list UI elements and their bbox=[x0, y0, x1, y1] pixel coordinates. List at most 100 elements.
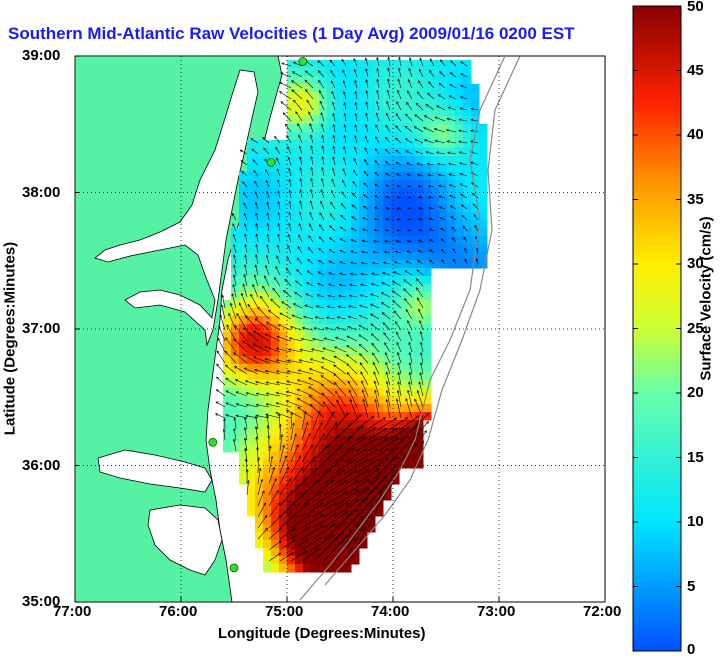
velocity-arrow bbox=[354, 69, 358, 78]
velocity-arrow bbox=[256, 233, 259, 243]
velocity-arrowhead bbox=[332, 156, 335, 160]
colorbar-tick-label: 35 bbox=[687, 190, 704, 208]
velocity-arrowhead bbox=[318, 536, 322, 540]
velocity-cell bbox=[431, 108, 440, 117]
velocity-cell bbox=[319, 244, 328, 253]
velocity-cell bbox=[407, 212, 416, 221]
velocity-arrowhead bbox=[254, 191, 258, 195]
velocity-arrow bbox=[373, 240, 380, 243]
velocity-cell bbox=[279, 364, 288, 373]
velocity-cell bbox=[351, 292, 360, 301]
velocity-arrow bbox=[291, 314, 303, 320]
velocity-arrow bbox=[324, 338, 336, 342]
velocity-cell bbox=[295, 164, 304, 173]
velocity-cell bbox=[239, 292, 248, 301]
velocity-arrowhead bbox=[426, 412, 430, 416]
velocity-arrowhead bbox=[382, 417, 386, 420]
velocity-arrow bbox=[323, 491, 348, 507]
velocity-cell bbox=[327, 116, 336, 125]
velocity-arrow bbox=[417, 174, 424, 177]
velocity-cell bbox=[463, 252, 472, 261]
velocity-arrowhead bbox=[317, 479, 321, 483]
velocity-cell bbox=[367, 100, 376, 109]
velocity-arrowhead bbox=[396, 89, 400, 93]
velocity-arrowhead bbox=[333, 513, 337, 516]
velocity-cell bbox=[343, 68, 352, 77]
velocity-arrowhead bbox=[406, 239, 410, 243]
velocity-cell bbox=[399, 276, 408, 285]
velocity-arrow bbox=[308, 111, 314, 122]
velocity-cell bbox=[319, 220, 328, 229]
velocity-cell bbox=[399, 380, 408, 389]
velocity-arrow bbox=[385, 218, 391, 221]
velocity-cell bbox=[447, 212, 456, 221]
velocity-cell bbox=[279, 508, 288, 517]
velocity-arrow bbox=[459, 151, 468, 155]
velocity-arrow bbox=[460, 61, 468, 67]
velocity-arrowhead bbox=[384, 240, 388, 243]
velocity-cell bbox=[439, 124, 448, 133]
velocity-arrowhead bbox=[263, 502, 266, 506]
velocity-arrowhead bbox=[255, 414, 259, 418]
velocity-arrow bbox=[323, 423, 337, 441]
velocity-arrowhead bbox=[296, 269, 300, 272]
velocity-arrow bbox=[387, 78, 391, 89]
velocity-cell bbox=[247, 436, 256, 445]
velocity-cell bbox=[343, 76, 352, 85]
velocity-cell bbox=[367, 84, 376, 93]
velocity-cell bbox=[391, 300, 400, 309]
velocity-arrowhead bbox=[366, 479, 370, 482]
velocity-cell bbox=[439, 76, 448, 85]
velocity-arrow bbox=[345, 437, 366, 452]
velocity-cell bbox=[303, 564, 312, 573]
velocity-cell bbox=[271, 428, 280, 437]
velocity-arrowhead bbox=[375, 100, 379, 105]
velocity-cell bbox=[439, 220, 448, 229]
velocity-arrowhead bbox=[448, 173, 452, 177]
velocity-arrow bbox=[290, 412, 293, 430]
velocity-cell bbox=[359, 508, 368, 517]
velocity-cell bbox=[455, 132, 464, 141]
velocity-cell bbox=[383, 228, 392, 237]
velocity-cell bbox=[319, 460, 328, 469]
velocity-cell bbox=[303, 292, 312, 301]
velocity-cell bbox=[231, 308, 240, 317]
velocity-cell bbox=[311, 548, 320, 557]
velocity-arrow bbox=[300, 189, 303, 199]
velocity-arrow bbox=[255, 415, 270, 419]
velocity-arrow bbox=[418, 250, 424, 254]
velocity-arrow bbox=[409, 362, 413, 375]
velocity-cell bbox=[367, 428, 376, 437]
velocity-arrowhead bbox=[425, 103, 429, 107]
velocity-arrowhead bbox=[437, 94, 441, 97]
velocity-cell bbox=[343, 516, 352, 525]
velocity-arrow bbox=[386, 381, 391, 397]
velocity-arrow bbox=[385, 207, 391, 210]
velocity-arrow bbox=[418, 207, 424, 210]
velocity-arrowhead bbox=[310, 145, 313, 149]
velocity-cell bbox=[327, 92, 336, 101]
velocity-cell bbox=[383, 84, 392, 93]
velocity-arrow bbox=[308, 386, 325, 397]
velocity-cell bbox=[423, 260, 432, 269]
velocity-cell bbox=[271, 324, 280, 333]
velocity-cell bbox=[407, 92, 416, 101]
velocity-arrowhead bbox=[317, 259, 321, 263]
velocity-arrow bbox=[348, 390, 358, 408]
velocity-arrowhead bbox=[343, 101, 347, 106]
velocity-arrow bbox=[363, 182, 369, 188]
velocity-cell bbox=[327, 340, 336, 349]
velocity-arrow bbox=[243, 202, 248, 210]
velocity-cell bbox=[399, 452, 408, 461]
velocity-arrowhead bbox=[458, 162, 463, 165]
velocity-arrow bbox=[329, 237, 336, 243]
velocity-arrow bbox=[278, 413, 281, 430]
hf-radar-station bbox=[229, 563, 239, 573]
velocity-cell bbox=[383, 340, 392, 349]
velocity-cell bbox=[431, 204, 440, 213]
velocity-arrow bbox=[290, 526, 310, 540]
velocity-arrowhead bbox=[343, 91, 346, 95]
velocity-cell bbox=[375, 484, 384, 493]
velocity-cell bbox=[319, 92, 328, 101]
velocity-cell bbox=[327, 76, 336, 85]
